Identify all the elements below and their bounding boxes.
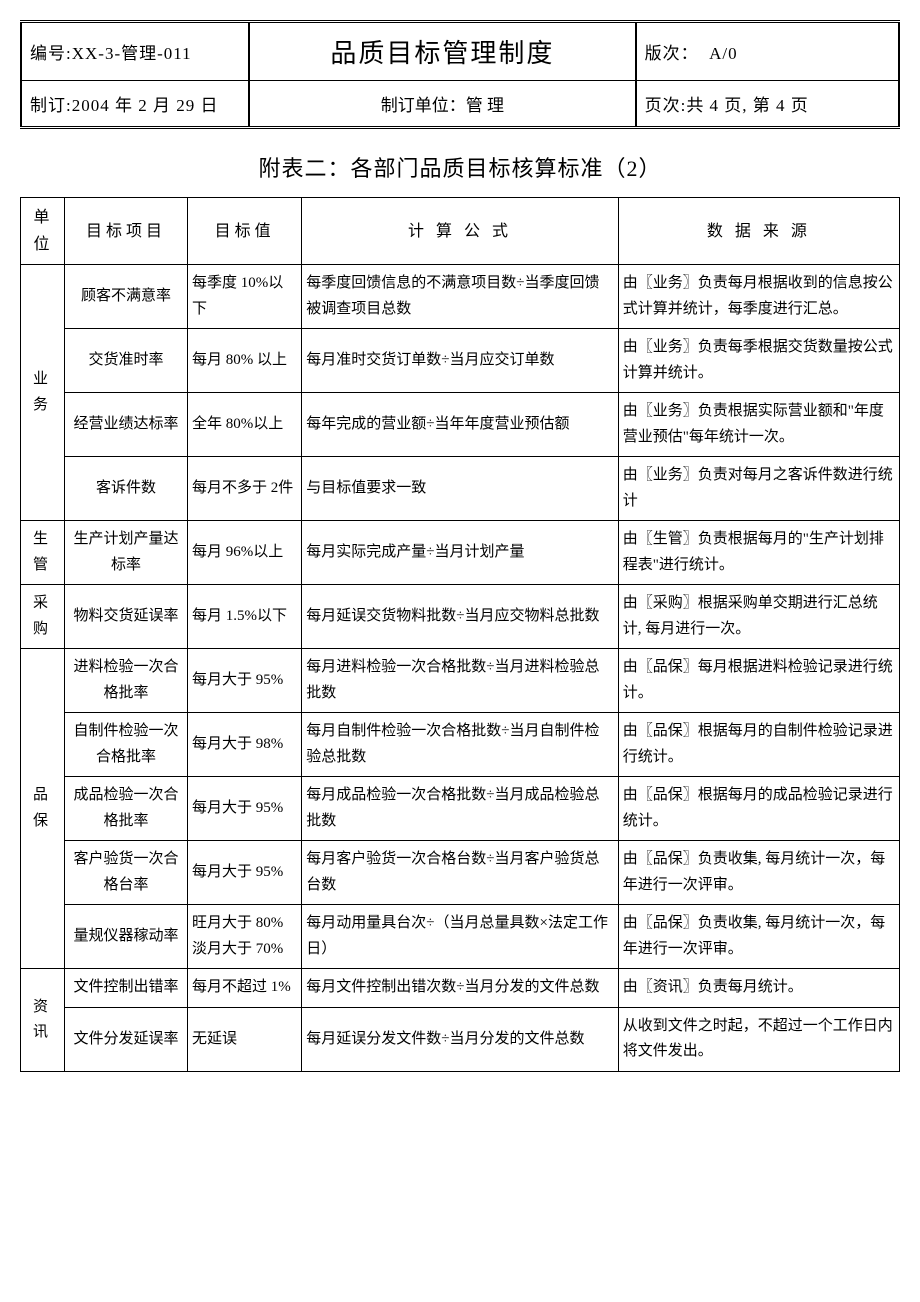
subtitle: 附表二：各部门品质目标核算标准（2）: [20, 151, 900, 183]
table-row: 采 购物料交货延误率每月 1.5%以下每月延误交货物料批数÷当月应交物料总批数由…: [21, 585, 900, 649]
unit-cell: 业 务: [21, 265, 65, 521]
doc-date-cell: 制订:2004 年 2 月 29 日: [21, 81, 249, 128]
target-cell: 每月 96%以上: [187, 521, 301, 585]
target-cell: 每月大于 95%: [187, 777, 301, 841]
version-label: 版次：: [645, 44, 699, 63]
item-cell: 文件分发延误率: [64, 1007, 187, 1071]
doc-number-cell: 编号:XX-3-管理-011: [21, 22, 249, 81]
item-cell: 文件控制出错率: [64, 969, 187, 1008]
target-cell: 每月不多于 2件: [187, 457, 301, 521]
target-cell: 每月大于 98%: [187, 713, 301, 777]
source-cell: 由〖品保〗负责收集, 每月统计一次，每年进行一次评审。: [618, 841, 899, 905]
item-cell: 进料检验一次合格批率: [64, 649, 187, 713]
item-cell: 客户验货一次合格台率: [64, 841, 187, 905]
target-cell: 每月不超过 1%: [187, 969, 301, 1008]
page-label: 页次:: [645, 96, 687, 115]
source-cell: 由〖品保〗负责收集, 每月统计一次，每年进行一次评审。: [618, 905, 899, 969]
table-row: 业 务顾客不满意率每季度 10%以下每季度回馈信息的不满意项目数÷当季度回馈被调…: [21, 265, 900, 329]
formula-cell: 每月准时交货订单数÷当月应交订单数: [302, 329, 618, 393]
item-cell: 成品检验一次合格批率: [64, 777, 187, 841]
doc-no-label: 编号:: [30, 44, 72, 63]
target-cell: 全年 80%以上: [187, 393, 301, 457]
source-cell: 由〖品保〗根据每月的成品检验记录进行统计。: [618, 777, 899, 841]
formula-cell: 每月延误交货物料批数÷当月应交物料总批数: [302, 585, 618, 649]
doc-header: 编号:XX-3-管理-011 品质目标管理制度 版次： A/0 制订:2004 …: [20, 20, 900, 129]
table-row: 自制件检验一次合格批率每月大于 98%每月自制件检验一次合格批数÷当月自制件检验…: [21, 713, 900, 777]
item-cell: 量规仪器稼动率: [64, 905, 187, 969]
item-cell: 客诉件数: [64, 457, 187, 521]
doc-title: 品质目标管理制度: [330, 39, 554, 68]
version: A/0: [709, 44, 738, 63]
formula-cell: 每季度回馈信息的不满意项目数÷当季度回馈被调查项目总数: [302, 265, 618, 329]
doc-title-cell: 品质目标管理制度: [249, 22, 635, 81]
formula-cell: 与目标值要求一致: [302, 457, 618, 521]
date: 2004 年 2 月 29 日: [72, 96, 219, 115]
date-label: 制订:: [30, 96, 72, 115]
table-row: 客诉件数每月不多于 2件与目标值要求一致由〖业务〗负责对每月之客诉件数进行统计: [21, 457, 900, 521]
target-cell: 每月大于 95%: [187, 649, 301, 713]
item-cell: 交货准时率: [64, 329, 187, 393]
table-row: 成品检验一次合格批率每月大于 95%每月成品检验一次合格批数÷当月成品检验总批数…: [21, 777, 900, 841]
col-target: 目标值: [187, 198, 301, 265]
item-cell: 顾客不满意率: [64, 265, 187, 329]
formula-cell: 每月延误分发文件数÷当月分发的文件总数: [302, 1007, 618, 1071]
formula-cell: 每月实际完成产量÷当月计划产量: [302, 521, 618, 585]
table-row: 品保进料检验一次合格批率每月大于 95%每月进料检验一次合格批数÷当月进料检验总…: [21, 649, 900, 713]
unit-cell: 资 讯: [21, 969, 65, 1072]
formula-cell: 每月进料检验一次合格批数÷当月进料检验总批数: [302, 649, 618, 713]
source-cell: 由〖采购〗根据采购单交期进行汇总统计, 每月进行一次。: [618, 585, 899, 649]
col-item: 目标项目: [64, 198, 187, 265]
unit-cell: 生 管: [21, 521, 65, 585]
source-cell: 由〖业务〗负责根据实际营业额和"年度营业预估"每年统计一次。: [618, 393, 899, 457]
main-table: 单 位 目标项目 目标值 计 算 公 式 数 据 来 源 业 务顾客不满意率每季…: [20, 197, 900, 1072]
unit-cell: 品保: [21, 649, 65, 969]
item-cell: 经营业绩达标率: [64, 393, 187, 457]
target-cell: 每月 80% 以上: [187, 329, 301, 393]
formula-cell: 每月文件控制出错次数÷当月分发的文件总数: [302, 969, 618, 1008]
doc-dept-cell: 制订单位：管 理: [249, 81, 635, 128]
source-cell: 由〖资讯〗负责每月统计。: [618, 969, 899, 1008]
item-cell: 生产计划产量达标率: [64, 521, 187, 585]
doc-version-cell: 版次： A/0: [636, 22, 899, 81]
formula-cell: 每月动用量具台次÷（当月总量具数×法定工作日）: [302, 905, 618, 969]
table-row: 文件分发延误率无延误每月延误分发文件数÷当月分发的文件总数从收到文件之时起，不超…: [21, 1007, 900, 1071]
formula-cell: 每年完成的营业额÷当年年度营业预估额: [302, 393, 618, 457]
table-row: 量规仪器稼动率旺月大于 80% 淡月大于 70%每月动用量具台次÷（当月总量具数…: [21, 905, 900, 969]
target-cell: 无延误: [187, 1007, 301, 1071]
table-row: 客户验货一次合格台率每月大于 95%每月客户验货一次合格台数÷当月客户验货总台数…: [21, 841, 900, 905]
target-cell: 每月大于 95%: [187, 841, 301, 905]
formula-cell: 每月自制件检验一次合格批数÷当月自制件检验总批数: [302, 713, 618, 777]
target-cell: 旺月大于 80% 淡月大于 70%: [187, 905, 301, 969]
page: 共 4 页, 第 4 页: [686, 96, 809, 115]
unit-cell: 采 购: [21, 585, 65, 649]
source-cell: 由〖业务〗负责每季根据交货数量按公式计算并统计。: [618, 329, 899, 393]
doc-no: XX-3-管理-011: [72, 44, 192, 63]
formula-cell: 每月客户验货一次合格台数÷当月客户验货总台数: [302, 841, 618, 905]
source-cell: 由〖业务〗负责对每月之客诉件数进行统计: [618, 457, 899, 521]
col-formula: 计 算 公 式: [302, 198, 618, 265]
table-row: 交货准时率每月 80% 以上每月准时交货订单数÷当月应交订单数由〖业务〗负责每季…: [21, 329, 900, 393]
table-row: 经营业绩达标率全年 80%以上每年完成的营业额÷当年年度营业预估额由〖业务〗负责…: [21, 393, 900, 457]
item-cell: 物料交货延误率: [64, 585, 187, 649]
source-cell: 由〖生管〗负责根据每月的"生产计划排程表"进行统计。: [618, 521, 899, 585]
dept-label: 制订单位：: [381, 96, 466, 115]
formula-cell: 每月成品检验一次合格批数÷当月成品检验总批数: [302, 777, 618, 841]
source-cell: 由〖品保〗根据每月的自制件检验记录进行统计。: [618, 713, 899, 777]
col-unit: 单 位: [21, 198, 65, 265]
table-row: 生 管生产计划产量达标率每月 96%以上每月实际完成产量÷当月计划产量由〖生管〗…: [21, 521, 900, 585]
target-cell: 每季度 10%以下: [187, 265, 301, 329]
doc-page-cell: 页次:共 4 页, 第 4 页: [636, 81, 899, 128]
source-cell: 从收到文件之时起，不超过一个工作日内将文件发出。: [618, 1007, 899, 1071]
dept: 管 理: [466, 96, 504, 115]
item-cell: 自制件检验一次合格批率: [64, 713, 187, 777]
target-cell: 每月 1.5%以下: [187, 585, 301, 649]
table-header-row: 单 位 目标项目 目标值 计 算 公 式 数 据 来 源: [21, 198, 900, 265]
source-cell: 由〖品保〗每月根据进料检验记录进行统计。: [618, 649, 899, 713]
table-row: 资 讯文件控制出错率每月不超过 1%每月文件控制出错次数÷当月分发的文件总数由〖…: [21, 969, 900, 1008]
col-source: 数 据 来 源: [618, 198, 899, 265]
source-cell: 由〖业务〗负责每月根据收到的信息按公式计算并统计，每季度进行汇总。: [618, 265, 899, 329]
